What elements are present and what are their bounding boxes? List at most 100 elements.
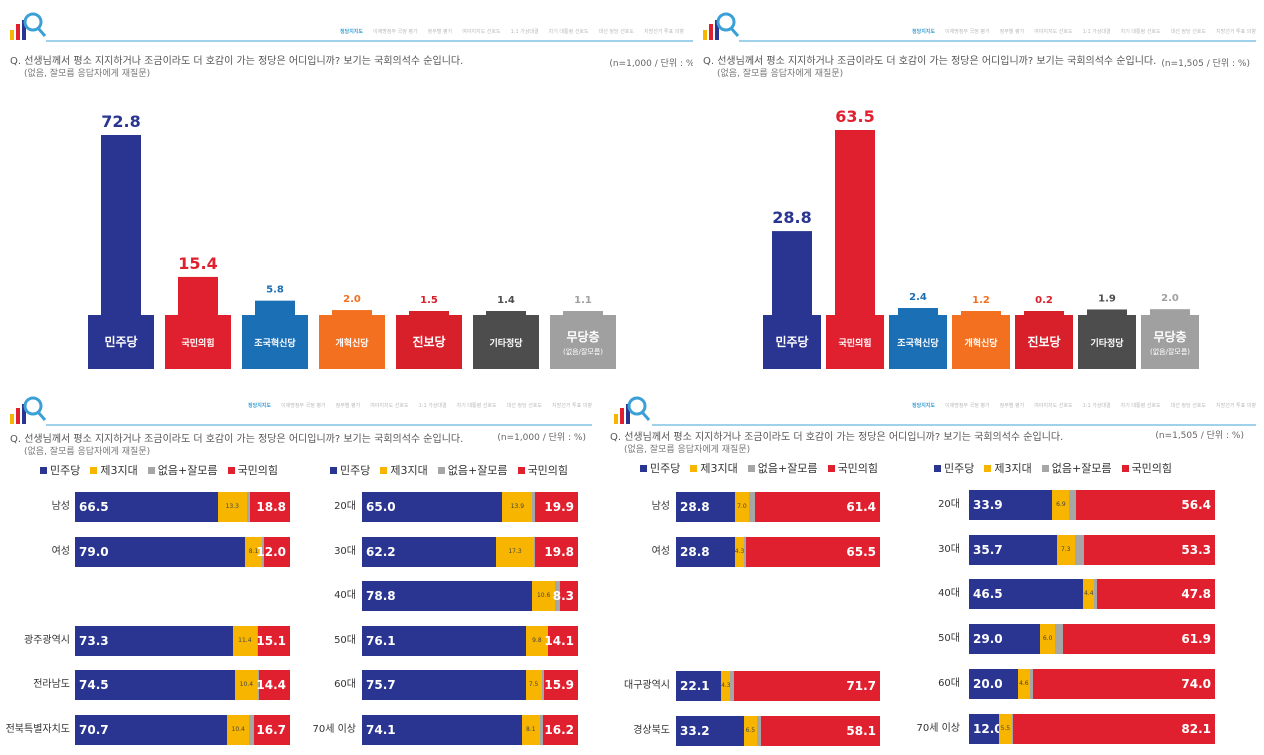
bar-segment [1040,624,1056,655]
bar-segment [721,670,730,701]
party-logo-box [889,315,947,369]
nav-tab[interactable]: 정부별 평가 [335,403,361,409]
nav-tab[interactable]: 지방선거 투표 의향 [1216,29,1256,35]
row-label: 70세 이상 [916,722,960,734]
nav-tab[interactable]: 여야지지도 선호도 [1034,403,1073,409]
bar-segment [734,536,744,567]
nav-tab[interactable]: 차기 대통령 선호도 [1120,29,1161,35]
nav-tab[interactable]: 정당지지도 [912,403,936,409]
segment-value: 10.4 [231,725,245,733]
bar-segment [539,714,543,745]
nav-tab[interactable]: 이재명정부 국정 평가 [945,29,990,35]
bar-segment [1056,534,1075,565]
header-divider [739,40,1256,42]
legend-item: 제3지대 [380,462,428,478]
nav-tab[interactable]: 여야지지도 선호도 [462,29,501,35]
legend-label: 제3지대 [700,462,738,475]
party-name-label: 국민의힘 [838,337,871,349]
nav-tab[interactable]: 이재명정부 국정 평가 [281,403,326,409]
panel-header: 정당지지도 이재명정부 국정 평가 정부별 평가 여야지지도 선호도 1:1 가… [0,0,712,50]
question-text: Q. 선생님께서 평소 지지하거나 조금이라도 더 호감이 가는 정당은 어디입… [610,432,1064,443]
nav-tab[interactable]: 이재명정부 국정 평가 [373,29,418,35]
legend-swatch [934,464,941,472]
legend-label: 제3지대 [994,462,1032,475]
legend-item: 국민의힘 [827,460,878,476]
party-sub-label: (없음/잘모름) [563,348,603,356]
bar-segment [535,492,578,522]
bar-segment [749,492,755,522]
legend-item: 없음+잘모름 [1041,460,1112,476]
nav-tab[interactable]: 1:1 가상대결 [1082,403,1111,409]
bar-segment [1018,668,1030,699]
segment-value: 73.3 [79,633,109,648]
party-logo-box [1015,315,1073,369]
party-name-label: 무당층 [566,329,599,344]
bar-segment [526,625,548,656]
bar-segment [259,670,290,700]
segment-value: 17.3 [508,547,522,555]
nav-tab[interactable]: 지방선거 투표 의향 [552,403,592,409]
nav-tabs: 정당지지도 이재명정부 국정 평가 정부별 평가 여야지지도 선호도 1:1 가… [739,28,1256,35]
bar [255,300,295,315]
nav-tab[interactable]: 1:1 가상대결 [1082,29,1111,35]
legend-label: 민주당 [50,464,81,477]
segment-value: 10.4 [239,681,254,688]
party-name-label: 진보당 [1027,334,1060,349]
nav-tab[interactable]: 1:1 가상대결 [418,403,447,409]
nav-tab[interactable]: 여야지지도 선호도 [370,403,409,409]
bar-segment [75,670,236,700]
segment-value: 20.0 [973,676,1003,691]
nav-tab[interactable]: 지방선거 투표 의향 [644,29,684,35]
segment-value: 29.0 [973,632,1003,647]
nav-tab[interactable]: 여야지지도 선호도 [1034,29,1073,35]
bar-segment [75,536,245,567]
row-label: 전라남도 [33,679,70,690]
bar-segment [362,714,523,745]
legend-label: 국민의힘 [1131,462,1173,475]
nav-tab[interactable]: 대선 정당 선호도 [598,29,635,35]
segment-value: 8.3 [552,589,574,603]
bar-segment [1062,624,1215,655]
legend-item: 민주당 [40,462,80,478]
nav-tab[interactable]: 대선 정당 선호도 [1170,29,1207,35]
nav-tab[interactable]: 정부별 평가 [999,403,1025,409]
bar-segment [1032,668,1215,699]
nav-tab[interactable]: 1:1 가상대결 [510,29,539,35]
bar-value-label: 2.4 [909,292,927,303]
nav-tab[interactable]: 지방선거 투표 의향 [1216,403,1256,409]
nav-tab[interactable]: 차기 대통령 선호도 [456,403,497,409]
panel-top-right: 정당지지도 이재명정부 국정 평가 정부별 평가 여야지지도 선호도 1:1 가… [693,0,1264,382]
nav-tab[interactable]: 정당지지도 [248,403,272,409]
bar-value-label: 0.2 [1035,295,1053,306]
segment-value: 4.3 [721,681,731,689]
nav-tab[interactable]: 대선 정당 선호도 [506,403,543,409]
nav-tab[interactable]: 차기 대통령 선호도 [1120,403,1161,409]
party-logo-box [319,315,385,369]
bar-segment [235,670,258,700]
nav-tab[interactable]: 정당지지도 [912,29,936,35]
nav-tab[interactable]: 이재명정부 국정 평가 [945,403,990,409]
segment-value: 12.0 [256,544,286,559]
legend-label: 제3지대 [390,464,428,477]
nav-tab[interactable]: 정당지지도 [340,29,364,35]
legend-item: 민주당 [330,462,370,478]
nav-tab[interactable]: 정부별 평가 [999,29,1025,35]
header-divider [46,424,592,426]
bar-segment [969,490,1053,520]
row-label: 50대 [334,634,356,646]
row-label: 60대 [334,679,356,690]
nav-tab[interactable]: 차기 대통령 선호도 [548,29,589,35]
question-text: Q. 선생님께서 평소 지지하거나 조금이라도 더 호감이 가는 정당은 어디입… [703,56,1157,67]
party-name-label: 민주당 [775,334,808,349]
party-bar-chart: 72.8 민주당 15.4 국민의힘 5.8 조국혁신당 2.0 개혁신당 1.5 진보당 1.4 기… [88,112,616,369]
bar-value-label: 1.5 [420,295,438,306]
panel-bottom-left: 정당지지도 이재명정부 국정 평가 정부별 평가 여야지지도 선호도 1:1 가… [0,384,600,755]
segment-value: 79.0 [79,544,109,559]
nav-tab[interactable]: 대선 정당 선호도 [1170,403,1207,409]
nav-tabs: 정당지지도 이재명정부 국정 평가 정부별 평가 여야지지도 선호도 1:1 가… [646,402,1256,409]
bar-segment [733,670,880,701]
bar-segment [676,492,735,522]
bar-segment [1052,490,1070,520]
bar-segment [1076,490,1215,520]
nav-tab[interactable]: 정부별 평가 [427,29,453,35]
